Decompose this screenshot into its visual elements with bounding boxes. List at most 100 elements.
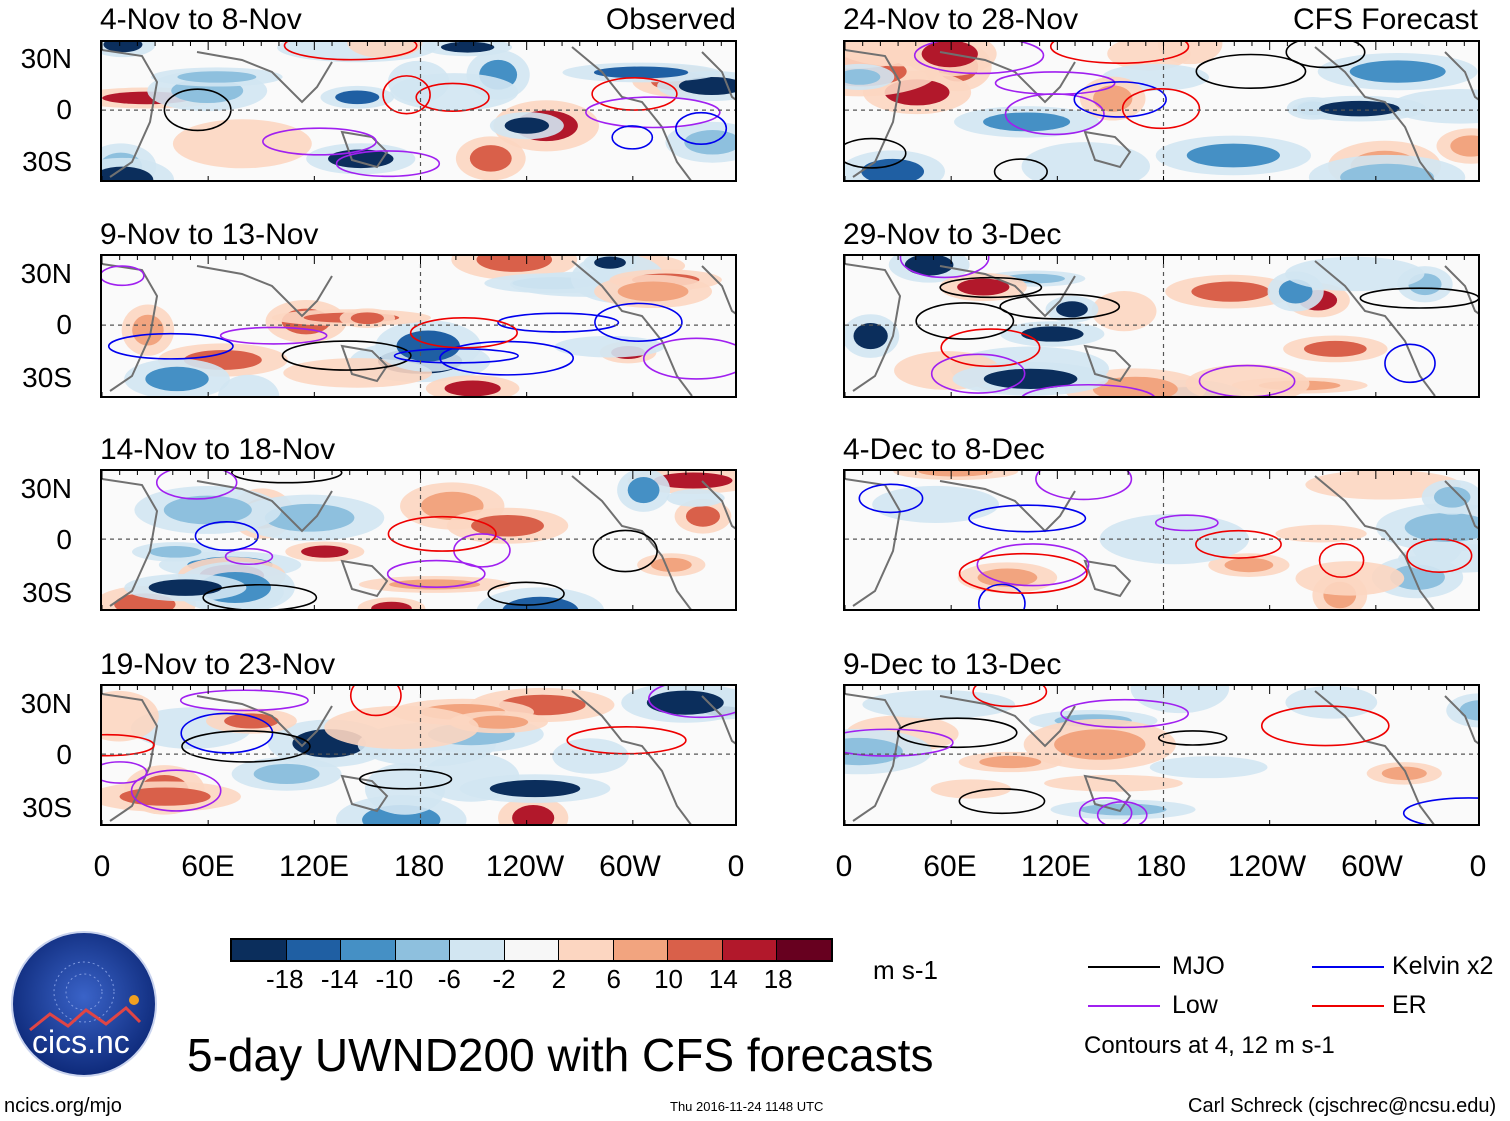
- anomaly-core: [1021, 326, 1084, 342]
- wave-contour: [845, 728, 954, 757]
- colorbar-tick-label: -10: [375, 964, 414, 994]
- anomaly-core: [476, 256, 553, 272]
- coastline: [1083, 559, 1132, 598]
- wave-contour: [913, 42, 1045, 75]
- coastline: [701, 480, 735, 530]
- anomaly-core: [1319, 100, 1400, 117]
- colorbar-tick-label: 6: [606, 964, 621, 994]
- anomaly-core: [350, 312, 384, 325]
- coastline: [196, 51, 333, 104]
- legend-line-kelvin: [1312, 966, 1384, 968]
- anomaly-core: [593, 66, 689, 79]
- wave-contour: [896, 717, 1018, 749]
- wave-contour: [1096, 801, 1148, 824]
- anomaly-blob: [1149, 756, 1268, 779]
- wave-contour: [648, 686, 735, 719]
- wave-contour: [1049, 42, 1190, 64]
- cics-logo: cics.nc: [10, 930, 158, 1078]
- cfs-forecast-label: CFS Forecast: [1292, 3, 1478, 36]
- footer-author: Carl Schreck (cjschrec@ncsu.edu): [1188, 1095, 1497, 1117]
- anomaly-core: [678, 76, 735, 96]
- lat-0-row3: 0: [56, 739, 72, 770]
- anomaly-blob: [1275, 524, 1367, 543]
- coastline: [1444, 695, 1478, 745]
- coastline: [845, 49, 902, 178]
- wave-contour: [939, 276, 1043, 299]
- anomaly-core: [468, 715, 529, 729]
- wave-contour: [1198, 364, 1296, 396]
- wave-contour: [231, 471, 343, 484]
- wave-contour: [224, 547, 274, 566]
- coastline: [939, 480, 1076, 533]
- wave-contour: [409, 317, 518, 349]
- coastline: [1444, 480, 1478, 530]
- wave-contour: [1021, 383, 1155, 396]
- wave-contour: [958, 788, 1046, 815]
- anomaly-core: [977, 568, 1038, 587]
- anomaly-blob: [1130, 686, 1230, 714]
- coastline: [102, 49, 159, 178]
- wave-contour: [415, 82, 490, 112]
- wave-contour: [993, 158, 1048, 180]
- map-panel-right-3: [843, 684, 1480, 826]
- wave-contour: [858, 483, 924, 514]
- wave-contour: [976, 543, 1090, 587]
- legend-line-mjo: [1088, 966, 1160, 968]
- coastline: [701, 51, 735, 101]
- anomaly-core: [1381, 766, 1427, 781]
- colorbar-units: m s-1: [873, 955, 938, 985]
- colorbar-swatch: [612, 940, 668, 960]
- anomaly-core: [149, 546, 202, 558]
- coastline: [1314, 260, 1436, 396]
- anomaly-blob: [666, 489, 725, 507]
- lat-30n-row1: 30N: [20, 258, 72, 289]
- wave-contour: [968, 504, 1087, 533]
- panel-title-right-0: 24-Nov to 28-Nov: [843, 3, 1079, 36]
- lon-label: 60W: [599, 850, 661, 883]
- colorbar-tick-label: -14: [320, 964, 359, 994]
- colorbar-swatch: [285, 940, 341, 960]
- anomaly-core: [1224, 557, 1274, 573]
- coastline: [340, 774, 389, 813]
- legend-label-kelvin: Kelvin x2: [1392, 952, 1494, 980]
- lat-30s-row2: 30S: [22, 577, 72, 608]
- wave-contour: [1060, 698, 1190, 729]
- coastline: [1314, 46, 1435, 180]
- panel-title-right-1: 29-Nov to 3-Dec: [843, 218, 1062, 251]
- figure-title: 5-day UWND200 with CFS forecasts: [187, 1029, 934, 1081]
- wave-contour: [1260, 705, 1390, 747]
- colorbar-swatch: [449, 940, 504, 960]
- anomaly-blob: [172, 119, 312, 169]
- panel-title-left-1: 9-Nov to 13-Nov: [100, 218, 319, 251]
- anomaly-core: [253, 763, 320, 785]
- anomaly-core: [335, 90, 380, 105]
- anomaly-blob: [390, 73, 519, 111]
- wave-contour: [994, 71, 1116, 96]
- lat-30n-row3: 30N: [20, 688, 72, 719]
- panel-title-left-2: 14-Nov to 18-Nov: [100, 433, 336, 466]
- anomaly-core: [1093, 85, 1133, 112]
- anomaly-core: [1056, 301, 1088, 318]
- wave-contour: [611, 125, 654, 150]
- wave-contour: [1195, 53, 1307, 89]
- wave-contour: [180, 712, 274, 754]
- coastline: [701, 695, 735, 745]
- anomaly-core: [396, 330, 460, 362]
- anomaly-core: [1191, 281, 1270, 302]
- lat-30s-row0: 30S: [22, 146, 72, 177]
- anomaly-core: [983, 368, 1078, 389]
- lon-label: 120E: [1020, 850, 1092, 883]
- anomaly-core: [132, 314, 164, 346]
- lon-label: 0: [835, 850, 853, 883]
- lon-label: 120E: [278, 850, 350, 883]
- coastline: [571, 690, 692, 824]
- anomaly-core: [918, 471, 994, 477]
- coastline: [939, 695, 1076, 748]
- anomaly-core: [301, 545, 349, 558]
- anomaly-core: [264, 503, 355, 532]
- coastline: [1083, 344, 1132, 383]
- colorbar-swatch: [503, 940, 559, 960]
- observed-label: Observed: [605, 3, 736, 36]
- colorbar-swatch: [558, 940, 613, 960]
- anomaly-core: [957, 278, 1010, 296]
